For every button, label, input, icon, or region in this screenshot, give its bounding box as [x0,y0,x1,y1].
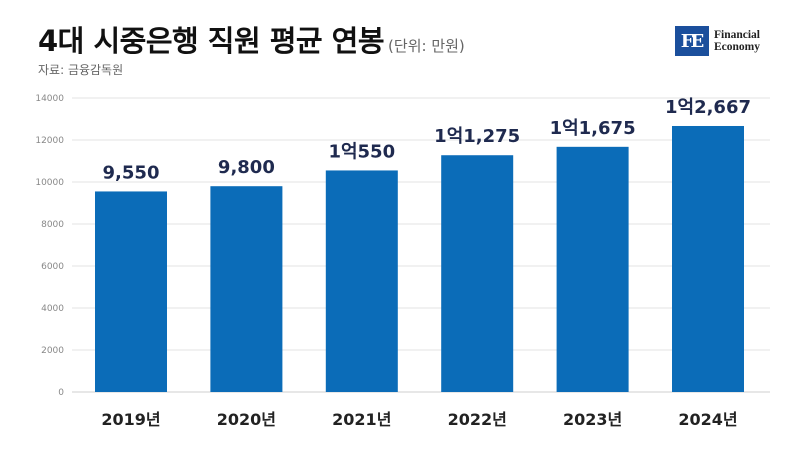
x-category-label: 2021년 [332,410,391,429]
chart-title-text: 4대 시중은행 직원 평균 연봉 [38,24,385,58]
y-tick-label: 2000 [41,346,64,356]
data-label: 9,800 [218,157,275,178]
y-tick-label: 8000 [41,220,64,230]
data-label: 1억550 [328,141,395,162]
data-label: 1억2,667 [665,97,751,118]
unit-label: (단위: 만원) [388,37,465,55]
y-tick-label: 6000 [41,262,64,272]
brand-logo: FE Financial Economy [675,26,760,56]
y-tick-label: 10000 [35,178,64,188]
data-label: 1억1,275 [434,126,520,147]
y-tick-label: 4000 [41,304,64,314]
y-tick-label: 14000 [35,94,64,104]
bar [325,170,398,392]
x-category-label: 2024년 [678,410,737,429]
data-label: 9,550 [103,162,160,183]
y-tick-label: 12000 [35,136,64,146]
x-category-label: 2023년 [563,410,622,429]
logo-line-economy: Economy [714,41,760,53]
logo-line-financial: Financial [714,29,761,41]
source-label: 자료: 금융감독원 [38,63,124,77]
x-category-label: 2019년 [101,410,160,429]
bar [210,186,283,392]
bar [556,146,629,392]
logo-mark: FE [675,26,709,56]
bar [672,125,744,393]
x-category-label: 2020년 [217,410,276,429]
bar [95,191,167,392]
chart-title: 4대 시중은행 직원 평균 연봉 (단위: 만원) [38,18,465,60]
data-label: 1억1,675 [550,118,636,139]
y-tick-label: 0 [58,388,64,398]
x-category-label: 2022년 [448,410,507,429]
bar [441,155,514,392]
logo-wordmark: Financial Economy [714,29,760,53]
